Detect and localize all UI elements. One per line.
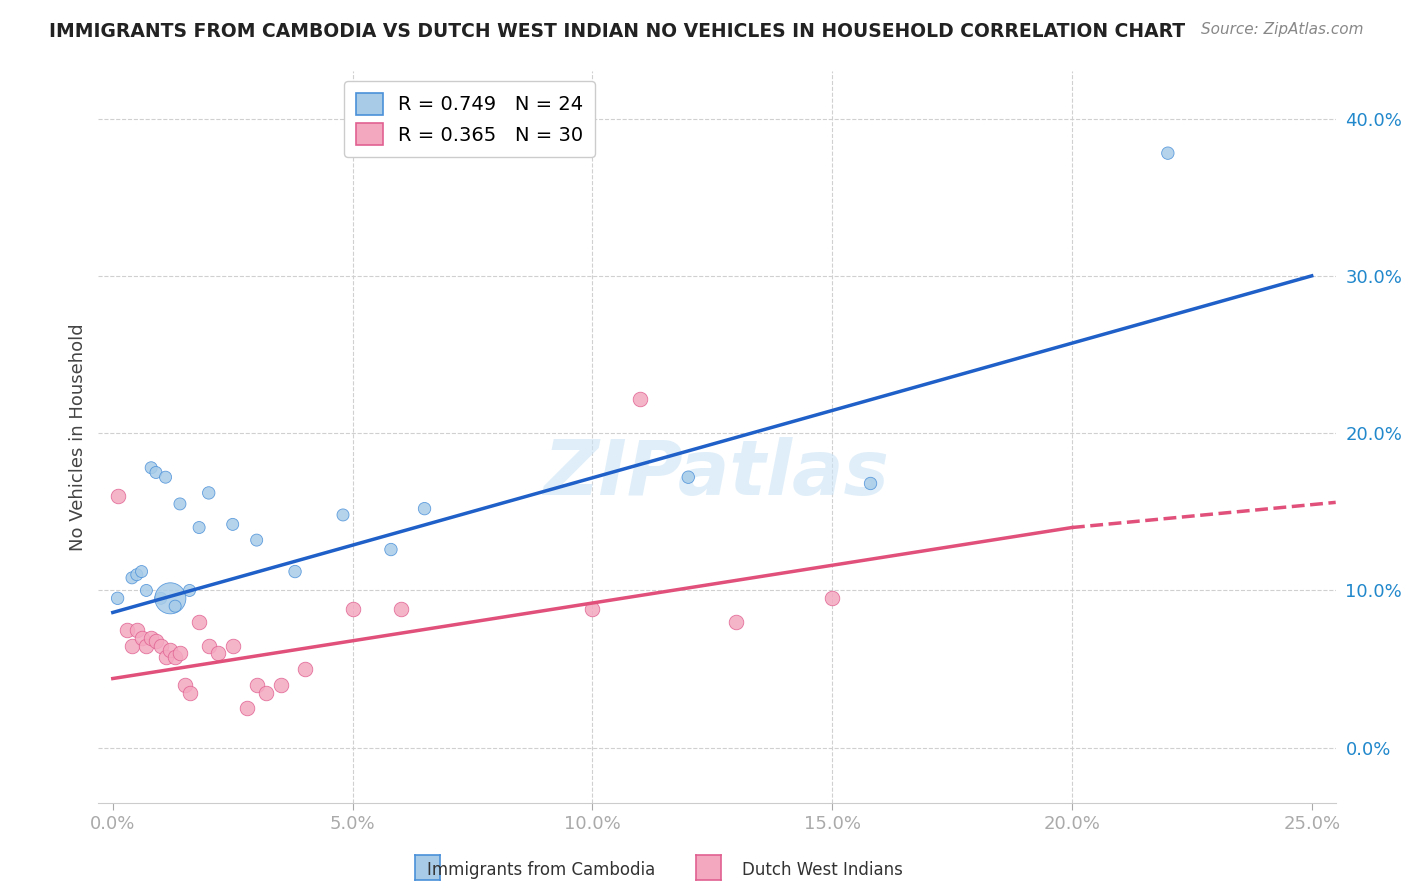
Point [197,639,219,653]
Point [125,623,148,637]
Point [389,602,412,616]
Point [121,571,143,585]
Point [246,533,269,548]
Point [236,701,259,715]
Point [332,508,354,522]
Point [294,662,316,676]
Point [121,639,143,653]
Point [107,591,129,606]
Point [107,489,129,503]
Point [141,460,163,475]
Point [155,470,177,484]
Point [173,678,195,692]
Point [135,639,157,653]
Point [125,567,148,582]
Point [725,615,748,629]
Point [197,486,219,500]
Point [188,615,211,629]
Point [131,565,153,579]
Text: ZIPatlas: ZIPatlas [544,437,890,510]
Point [270,678,292,692]
Point [628,392,651,406]
Point [207,646,229,660]
Point [284,565,307,579]
Text: IMMIGRANTS FROM CAMBODIA VS DUTCH WEST INDIAN NO VEHICLES IN HOUSEHOLD CORRELATI: IMMIGRANTS FROM CAMBODIA VS DUTCH WEST I… [49,22,1185,41]
Y-axis label: No Vehicles in Household: No Vehicles in Household [69,323,87,551]
Text: Immigrants from Cambodia: Immigrants from Cambodia [427,861,655,879]
Point [135,583,157,598]
Point [115,623,138,637]
Point [131,631,153,645]
Point [246,678,269,692]
Point [581,602,603,616]
Point [821,591,844,606]
Point [149,639,172,653]
Point [342,602,364,616]
Point [169,497,191,511]
Point [159,591,181,606]
Point [222,517,245,532]
Point [179,583,201,598]
Point [165,599,187,614]
Text: Source: ZipAtlas.com: Source: ZipAtlas.com [1201,22,1364,37]
Point [179,686,201,700]
Point [141,631,163,645]
Point [859,476,882,491]
Point [145,633,167,648]
Point [159,643,181,657]
Point [165,649,187,664]
Point [413,501,436,516]
Point [149,591,172,606]
Point [169,646,191,660]
Text: Dutch West Indians: Dutch West Indians [742,861,903,879]
Point [678,470,700,484]
Point [1157,146,1180,161]
Point [188,520,211,534]
Point [380,542,402,557]
Point [155,649,177,664]
Point [145,466,167,480]
Legend: R = 0.749   N = 24, R = 0.365   N = 30: R = 0.749 N = 24, R = 0.365 N = 30 [344,81,595,157]
Point [254,686,277,700]
Point [222,639,245,653]
